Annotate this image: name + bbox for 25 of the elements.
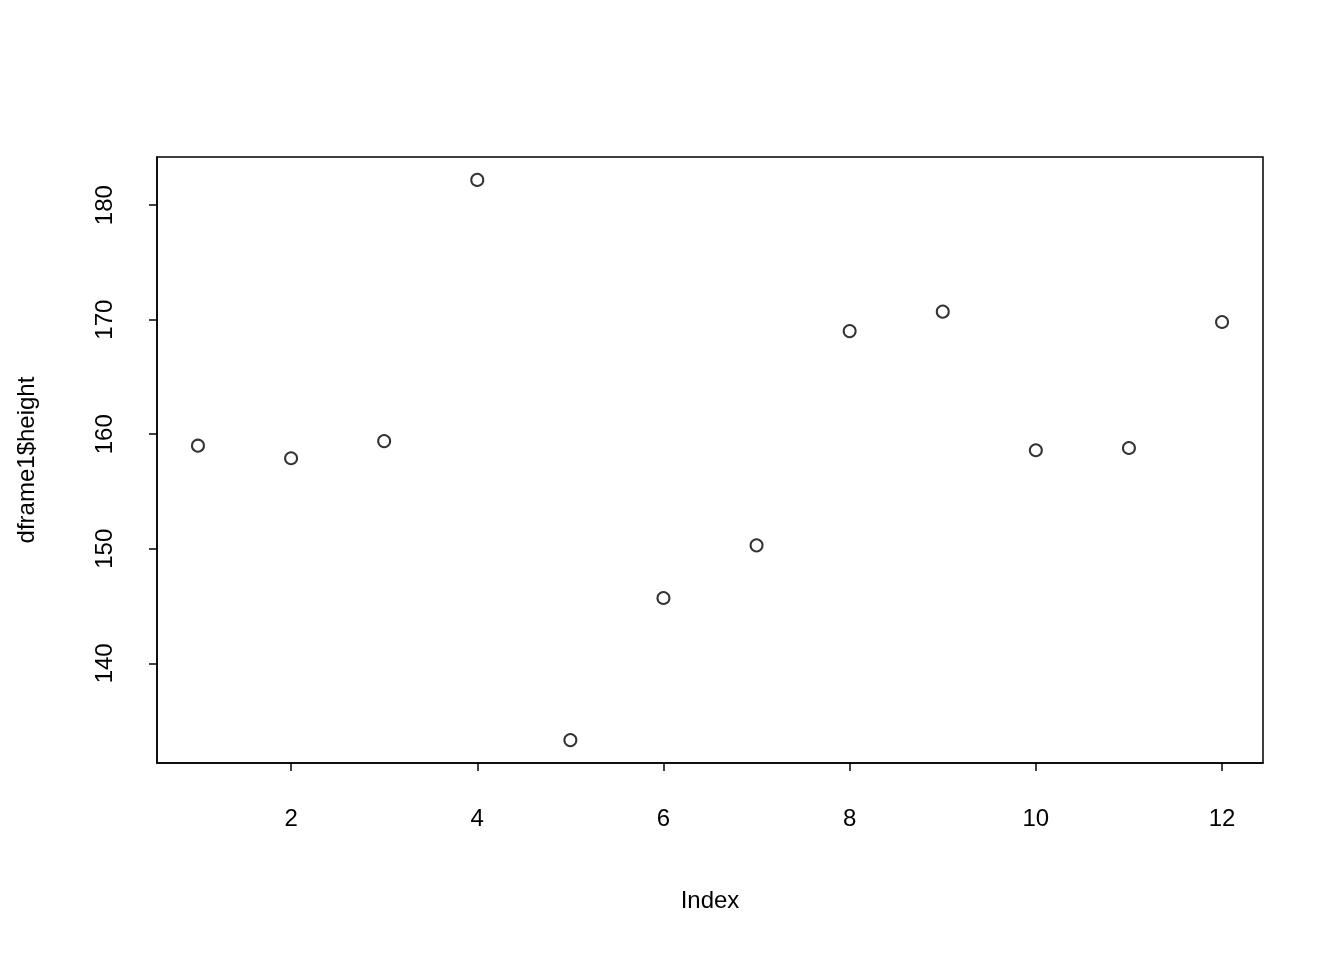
- point: [1215, 314, 1230, 329]
- point: [749, 538, 764, 553]
- x-tick-label: 6: [656, 803, 671, 831]
- y-tick-label: 170: [89, 299, 117, 340]
- point: [656, 591, 671, 606]
- y-axis-title: dframe1$height: [11, 376, 39, 544]
- x-tick-label: 8: [842, 803, 857, 831]
- point: [1121, 440, 1136, 455]
- point: [470, 172, 485, 187]
- point: [190, 438, 205, 453]
- point: [563, 733, 578, 748]
- x-tick-label: 10: [1022, 803, 1050, 831]
- point: [284, 451, 299, 466]
- y-tick-label: 140: [89, 643, 117, 684]
- x-tick-label: 12: [1208, 803, 1236, 831]
- point: [935, 304, 950, 319]
- point: [842, 324, 857, 339]
- x-axis-title: Index: [680, 885, 740, 913]
- point: [1028, 443, 1043, 458]
- point: [377, 434, 392, 449]
- y-tick-label: 160: [89, 414, 117, 455]
- y-tick-label: 180: [89, 185, 117, 226]
- y-tick-label: 150: [89, 528, 117, 569]
- x-tick-label: 2: [284, 803, 298, 831]
- x-tick-label: 4: [470, 803, 484, 831]
